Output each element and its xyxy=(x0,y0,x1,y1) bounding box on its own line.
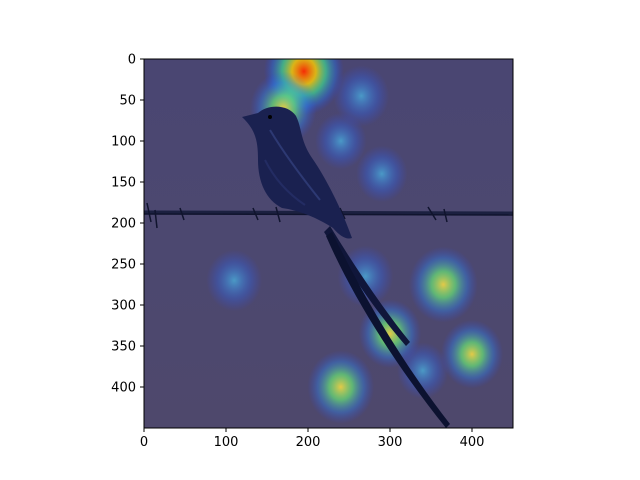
heatmap-hotspot xyxy=(356,145,408,203)
y-tick-label: 50 xyxy=(119,94,136,109)
y-tick-label: 200 xyxy=(111,217,136,232)
heatmap-hotspot xyxy=(333,65,390,127)
y-axis: 0 50 100 150 200 250 300 350 400 xyxy=(111,53,144,396)
heatmap-hotspot xyxy=(206,249,263,312)
y-tick-label: 250 xyxy=(111,258,136,273)
x-tick-label: 100 xyxy=(214,435,239,450)
y-tick-label: 350 xyxy=(111,340,136,355)
heatmap-layer xyxy=(206,59,504,424)
plot-frame xyxy=(143,58,514,429)
x-tick-label: 300 xyxy=(378,435,403,450)
x-tick-label: 200 xyxy=(296,435,321,450)
y-tick-label: 400 xyxy=(111,381,136,396)
heatmap-hotspot xyxy=(408,246,478,323)
heatmap-hotspot xyxy=(307,350,375,424)
x-axis: 0 100 200 300 400 xyxy=(140,428,485,450)
image-area xyxy=(144,59,513,428)
heatmap-hotspot xyxy=(440,319,504,389)
bird-tail-streamer xyxy=(326,232,450,428)
x-tick-label: 0 xyxy=(140,435,148,450)
heatmap-hotspot xyxy=(397,342,449,399)
bird-body xyxy=(242,106,352,239)
bird xyxy=(242,106,450,428)
y-tick-label: 100 xyxy=(111,135,136,150)
x-tick-label: 400 xyxy=(460,435,485,450)
bird-tail xyxy=(324,226,410,346)
y-tick-label: 300 xyxy=(111,299,136,314)
y-tick-label: 0 xyxy=(128,53,136,68)
y-tick-label: 150 xyxy=(111,176,136,191)
heatmap-hotspot xyxy=(315,112,367,170)
